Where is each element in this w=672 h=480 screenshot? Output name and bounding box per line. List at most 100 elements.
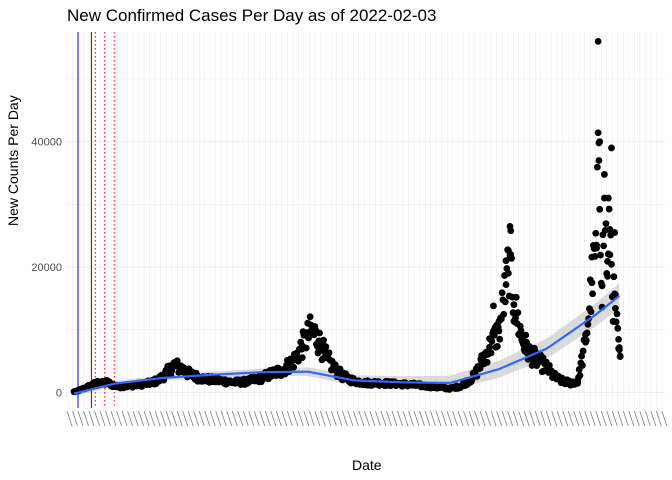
data-point — [434, 383, 442, 391]
data-point — [298, 342, 306, 350]
x-tick-mark — [562, 410, 569, 427]
data-point — [608, 144, 615, 152]
data-point — [243, 378, 250, 386]
data-point — [579, 347, 587, 355]
x-tick-mark — [551, 410, 558, 427]
x-tick-mark — [138, 410, 144, 427]
x-tick-mark — [292, 410, 299, 427]
x-tick-mark — [281, 410, 288, 427]
x-tick-mark — [149, 410, 155, 427]
data-point — [198, 375, 206, 382]
x-tick-mark — [336, 410, 343, 427]
data-point — [604, 273, 611, 280]
x-tick-mark — [319, 410, 326, 427]
data-point — [514, 309, 522, 317]
x-tick-mark — [595, 410, 602, 427]
data-point — [325, 349, 333, 357]
data-point — [576, 371, 584, 379]
x-tick-mark — [72, 410, 78, 427]
data-point — [139, 380, 146, 388]
x-tick-mark — [380, 410, 387, 427]
x-tick-mark — [242, 410, 249, 427]
data-point — [495, 327, 503, 335]
data-point — [122, 382, 130, 390]
x-tick-mark — [545, 410, 552, 427]
data-point — [598, 282, 606, 290]
x-tick-mark — [297, 410, 304, 427]
data-point — [604, 194, 612, 202]
x-tick-mark — [198, 410, 205, 427]
x-tick-mark — [452, 410, 458, 427]
data-point — [583, 329, 591, 337]
data-point — [596, 138, 604, 146]
x-tick-mark — [364, 410, 370, 427]
x-tick-mark — [347, 410, 354, 427]
data-point — [587, 308, 595, 316]
smooth-line-layer — [73, 294, 621, 395]
x-tick-mark — [534, 410, 541, 427]
data-point — [582, 338, 589, 346]
data-point — [534, 356, 541, 364]
x-tick-mark — [187, 410, 194, 427]
x-tick-mark — [457, 410, 464, 427]
x-tick-mark — [556, 410, 563, 427]
x-tick-mark — [226, 410, 233, 427]
x-tick-mark — [220, 410, 227, 427]
x-tick-mark — [650, 410, 657, 427]
x-tick-marks — [66, 410, 668, 427]
x-tick-mark — [402, 410, 409, 427]
data-point — [558, 377, 566, 385]
data-point — [130, 382, 138, 389]
data-point — [170, 361, 178, 369]
data-point — [606, 251, 614, 259]
x-tick-mark — [83, 410, 89, 427]
x-tick-mark — [171, 410, 178, 427]
data-point — [594, 129, 602, 137]
data-point — [543, 364, 551, 372]
data-point — [208, 376, 216, 384]
x-tick-mark — [94, 410, 100, 427]
x-tick-mark — [314, 410, 321, 427]
x-tick-mark — [479, 410, 486, 427]
x-tick-mark — [303, 410, 310, 427]
x-tick-mark — [353, 410, 359, 427]
x-tick-mark — [430, 410, 436, 427]
data-point — [298, 354, 306, 361]
x-tick-mark — [165, 410, 172, 427]
x-tick-mark — [176, 410, 183, 427]
grid-layer — [66, 32, 665, 408]
x-tick-mark — [116, 410, 122, 427]
data-point — [500, 310, 508, 318]
x-tick-mark — [397, 410, 403, 427]
data-point — [322, 343, 330, 351]
data-point — [162, 370, 170, 377]
x-tick-mark — [573, 410, 580, 427]
data-point — [290, 356, 298, 364]
data-point — [512, 314, 519, 322]
x-tick-mark — [386, 410, 392, 427]
data-point — [594, 38, 602, 45]
data-point — [601, 171, 608, 178]
data-point — [290, 363, 298, 371]
reference-lines-layer — [77, 32, 115, 408]
x-tick-mark — [270, 410, 277, 427]
x-tick-mark — [639, 410, 646, 427]
chart-title: New Confirmed Cases Per Day as of 2022-0… — [67, 6, 437, 25]
x-tick-mark — [127, 410, 133, 427]
y-tick-label: 40000 — [31, 137, 62, 149]
x-tick-mark — [584, 410, 591, 427]
x-tick-mark — [424, 410, 431, 427]
data-point — [611, 229, 619, 236]
data-point — [596, 205, 604, 213]
x-tick-mark — [77, 410, 84, 427]
x-tick-mark — [325, 410, 332, 427]
x-tick-mark — [308, 410, 315, 427]
x-tick-mark — [275, 410, 282, 427]
x-tick-mark — [204, 410, 211, 427]
x-tick-mark — [231, 410, 238, 427]
data-point — [183, 369, 191, 377]
x-tick-mark — [446, 410, 453, 427]
x-tick-mark — [105, 410, 111, 427]
x-tick-mark — [540, 410, 547, 427]
x-tick-mark — [622, 410, 629, 427]
